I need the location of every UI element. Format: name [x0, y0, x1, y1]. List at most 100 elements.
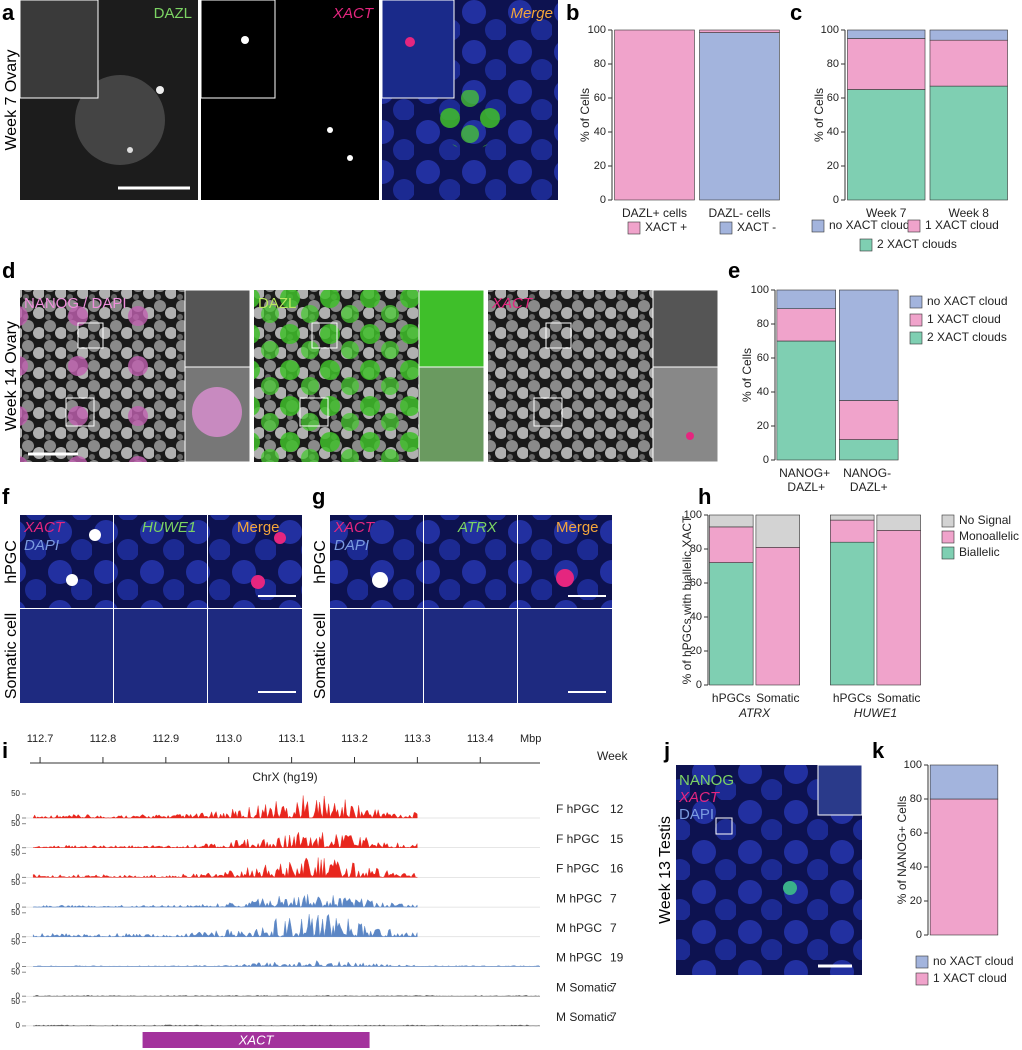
legend-swatch — [859, 238, 873, 252]
panel-a: a Week 7 Ovary DAZL XACT Merge — [2, 0, 558, 200]
bar-segment — [830, 541, 875, 686]
micrograph — [20, 609, 113, 703]
signal-track — [32, 960, 541, 967]
track-name: M Somatic — [556, 980, 613, 994]
y-tick-label: 60 — [594, 92, 606, 104]
y-tick-label: 0 — [833, 194, 839, 206]
channel-label: Merge — [556, 519, 599, 536]
micrograph — [424, 515, 517, 608]
signal-track — [32, 857, 418, 878]
legend-label: 1 XACT cloud — [927, 312, 1001, 326]
track-tick-label: 50 — [11, 908, 20, 917]
x-tick-label: 112.8 — [90, 733, 117, 745]
track-week: 19 — [610, 951, 624, 965]
signal — [347, 155, 353, 161]
track-tick-label: 0 — [16, 1021, 21, 1030]
x-tick-label: 113.4 — [467, 733, 494, 745]
side-label: Week 13 Testis — [657, 816, 674, 924]
bar-segment — [839, 400, 899, 440]
bar-segment — [929, 764, 999, 800]
bar-segment — [830, 514, 875, 521]
track-tick-label: 0 — [16, 991, 21, 1000]
x-tick-label: Week 7 — [866, 206, 907, 220]
signal — [686, 432, 694, 440]
bar-segment — [929, 798, 999, 936]
legend-label: Monoallelic — [959, 529, 1019, 543]
row-label: Somatic cell — [312, 613, 329, 699]
x-tick-label: Somatic — [877, 691, 920, 705]
signal-track — [32, 1024, 541, 1027]
legend-label: XACT + — [645, 220, 687, 234]
x-tick-label: DAZL+ cells — [622, 206, 687, 220]
legend-label: no XACT cloud — [927, 294, 1008, 308]
y-tick-label: 80 — [690, 543, 702, 555]
overlay — [254, 290, 419, 462]
bar-segment — [755, 546, 800, 686]
track-week: 16 — [610, 862, 624, 876]
panel-j: j Week 13 Testis NANOG XACT DAPI — [657, 738, 863, 975]
inset — [418, 289, 485, 368]
legend-swatch — [909, 313, 923, 327]
panel-label: b — [566, 0, 579, 25]
legend-swatch — [907, 219, 921, 233]
bar-segment — [709, 526, 754, 563]
y-tick-label: 100 — [588, 24, 606, 36]
channel-label: DAPI — [24, 537, 59, 554]
micrograph — [208, 609, 302, 703]
cell — [440, 90, 500, 150]
bar-segment — [709, 562, 754, 686]
y-tick-label: 40 — [910, 861, 922, 873]
inset — [652, 366, 719, 463]
legend-swatch — [941, 530, 955, 544]
panel-label: j — [663, 738, 670, 763]
roi — [311, 322, 338, 349]
inset — [184, 289, 251, 368]
track-tick-label: 0 — [16, 813, 21, 822]
track-tick-label: 50 — [11, 819, 20, 828]
channel-label: HUWE1 — [142, 519, 196, 536]
panel-label: c — [790, 0, 802, 25]
bar-segment — [776, 340, 836, 461]
track-name: F hPGC — [556, 832, 600, 846]
legend-swatch — [909, 295, 923, 309]
y-axis-label: % of Cells — [578, 88, 592, 142]
signal — [327, 127, 333, 133]
track-name: M hPGC — [556, 891, 602, 905]
bar-segment — [847, 89, 926, 201]
panel-f: f hPGC Somatic cell XACT DAPI HUWE1 Merg… — [2, 484, 302, 703]
x-tick-label: 113.2 — [341, 733, 368, 745]
legend-swatch — [915, 955, 929, 969]
micrograph — [330, 515, 423, 608]
channel-label: Merge — [510, 5, 553, 22]
micrograph — [208, 515, 302, 608]
week-header: Week — [597, 749, 628, 763]
panel-label: i — [2, 738, 8, 763]
y-tick-label: 80 — [910, 793, 922, 805]
panel-label: k — [872, 738, 885, 763]
y-axis-label: % of NANOG+ Cells — [895, 796, 909, 904]
y-axis-label: % of hPGCs with biallelic XACT — [680, 515, 694, 684]
x-tick-label: Somatic — [756, 691, 799, 705]
track-tick-label: 0 — [16, 873, 21, 882]
cell — [783, 881, 797, 895]
roi — [65, 397, 95, 427]
y-tick-label: 40 — [690, 611, 702, 623]
track-tick-label: 50 — [11, 789, 20, 798]
y-tick-label: 40 — [827, 126, 839, 138]
signal-track — [32, 995, 541, 997]
channel-label: DAPI — [334, 537, 369, 554]
y-tick-label: 0 — [696, 679, 702, 691]
x-tick-label: 113.0 — [215, 733, 242, 745]
bar-segment — [876, 529, 921, 686]
x-tick-label: hPGCs — [833, 691, 872, 705]
track-week: 7 — [610, 921, 617, 935]
group-label: ATRX — [738, 706, 771, 720]
y-tick-label: 40 — [594, 126, 606, 138]
legend-swatch — [941, 546, 955, 560]
gene-span — [142, 1032, 370, 1048]
legend-swatch — [719, 221, 733, 235]
y-tick-label: 60 — [910, 827, 922, 839]
channel-label: Merge — [237, 519, 280, 536]
signal — [89, 529, 101, 541]
panel-label: h — [698, 484, 711, 509]
